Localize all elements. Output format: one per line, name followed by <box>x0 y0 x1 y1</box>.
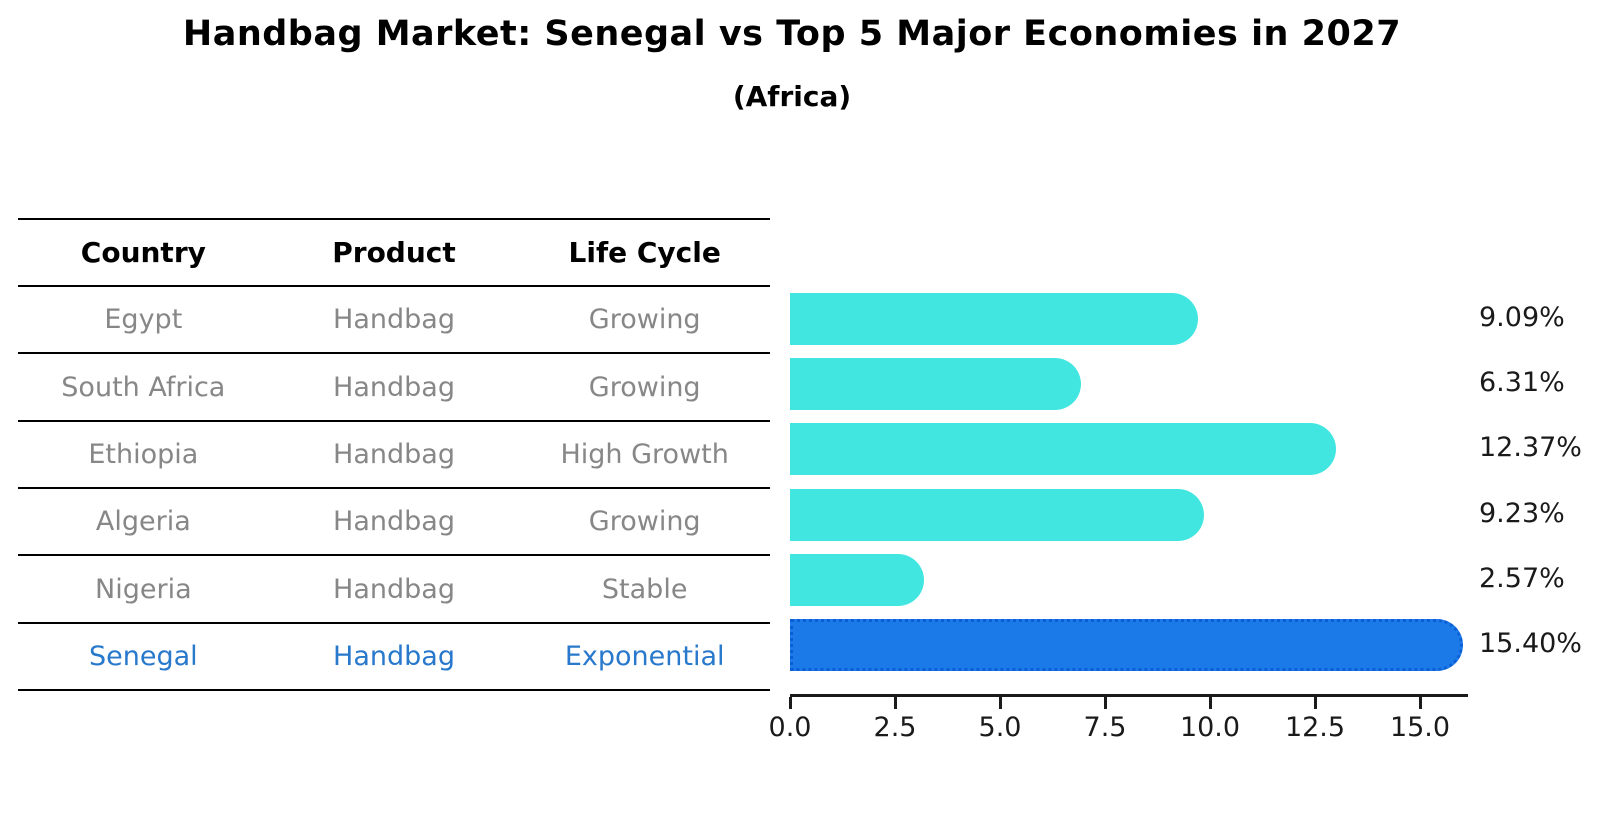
table-row-algeria: Algeria Handbag Growing <box>18 489 770 557</box>
x-tick-mark <box>1313 697 1317 709</box>
cell-product: Handbag <box>333 304 455 336</box>
column-header-life-cycle: Life Cycle <box>568 236 721 270</box>
cell-product: Handbag <box>333 438 455 470</box>
cell-country: Senegal <box>89 640 198 672</box>
x-tick-mark <box>893 697 897 709</box>
x-tick-label: 15.0 <box>1389 712 1451 743</box>
table-row-south-africa: South Africa Handbag Growing <box>18 354 770 422</box>
x-tick-mark <box>998 697 1002 709</box>
column-header-product: Product <box>332 236 456 270</box>
bar-south-africa <box>790 357 1082 410</box>
bar-ethiopia <box>790 423 1336 476</box>
cell-country: Egypt <box>104 304 183 336</box>
bar-value-label-egypt: 9.09% <box>1479 301 1565 333</box>
x-tick-label: 5.0 <box>978 712 1022 743</box>
cell-life-cycle: High Growth <box>560 438 729 470</box>
x-tick-mark <box>1103 697 1107 709</box>
x-tick-label: 12.5 <box>1284 712 1346 743</box>
x-tick-label: 0.0 <box>768 712 812 743</box>
cell-country: Nigeria <box>95 573 192 605</box>
bar-senegal <box>790 619 1463 672</box>
cell-life-cycle: Exponential <box>564 640 725 672</box>
table-row-nigeria: Nigeria Handbag Stable <box>18 556 770 624</box>
bar-value-label-senegal: 15.40% <box>1479 628 1582 660</box>
cell-country: Ethiopia <box>88 438 199 470</box>
x-axis-line <box>790 694 1468 697</box>
cell-life-cycle: Growing <box>588 304 701 336</box>
bar-value-label-ethiopia: 12.37% <box>1479 432 1582 464</box>
table-row-egypt: Egypt Handbag Growing <box>18 287 770 355</box>
x-tick-label: 10.0 <box>1179 712 1241 743</box>
cell-country: South Africa <box>61 371 226 403</box>
x-tick-mark <box>1208 697 1212 709</box>
cell-product: Handbag <box>333 640 455 672</box>
cell-life-cycle: Stable <box>601 573 688 605</box>
x-tick-label: 7.5 <box>1083 712 1127 743</box>
chart-title: Handbag Market: Senegal vs Top 5 Major E… <box>182 14 1402 54</box>
cell-life-cycle: Growing <box>588 506 701 538</box>
cell-country: Algeria <box>95 506 191 538</box>
bar-nigeria <box>790 553 924 606</box>
cell-product: Handbag <box>333 506 455 538</box>
x-tick-mark <box>1418 697 1422 709</box>
cell-product: Handbag <box>333 573 455 605</box>
chart-subtitle: (Africa) <box>732 80 852 113</box>
cell-product: Handbag <box>333 371 455 403</box>
column-header-country: Country <box>80 236 206 270</box>
bar-algeria <box>790 488 1204 541</box>
table-header-row: Country Product Life Cycle <box>18 220 770 288</box>
bar-value-label-algeria: 9.23% <box>1479 497 1565 529</box>
bar-egypt <box>790 292 1198 345</box>
x-tick-mark <box>788 697 792 709</box>
x-tick-label: 2.5 <box>873 712 917 743</box>
cell-life-cycle: Growing <box>588 371 701 403</box>
bar-value-label-south-africa: 6.31% <box>1479 366 1565 398</box>
country-table: Country Product Life Cycle Egypt Handbag… <box>18 218 770 691</box>
bar-value-label-nigeria: 2.57% <box>1479 562 1565 594</box>
table-row-senegal-highlighted: Senegal Handbag Exponential <box>18 624 770 691</box>
table-row-ethiopia: Ethiopia Handbag High Growth <box>18 422 770 490</box>
